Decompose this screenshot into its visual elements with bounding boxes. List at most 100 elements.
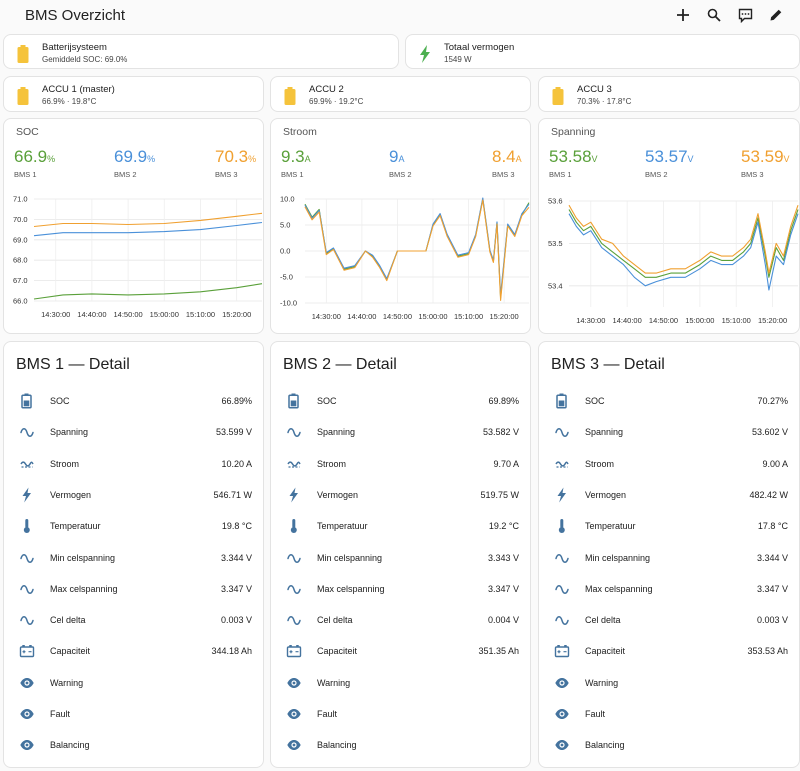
x-tick-label: 14:50:00 xyxy=(649,316,678,325)
graph-card-spanning[interactable]: Spanning 53.58V 53.57V 53.59V BMS 1 BMS … xyxy=(538,118,800,334)
battery-outline-icon xyxy=(21,393,32,409)
tile-name: ACCU 3 xyxy=(577,84,612,95)
detail-row-label: SOC xyxy=(50,396,70,406)
detail-row-fault[interactable]: Fault xyxy=(4,700,263,731)
detail-row-capaciteit[interactable]: Capaciteit 351.35 Ah xyxy=(271,637,530,668)
x-tick-label: 15:10:00 xyxy=(186,310,215,319)
y-tick-label: 53.5 xyxy=(548,239,563,248)
tile-totaal-vermogen[interactable]: Totaal vermogen 1549 W xyxy=(405,34,800,69)
sine-wave-icon xyxy=(555,553,569,563)
detail-row-warning[interactable]: Warning xyxy=(539,669,799,700)
graph-card-soc[interactable]: SOC 66.9% 69.9% 70.3% BMS 1 BMS 2 BMS 3 … xyxy=(3,118,264,334)
tile-accu-3[interactable]: ACCU 3 70.3% · 17.8°C xyxy=(538,76,800,112)
detail-row-label: Temperatuur xyxy=(50,521,101,532)
detail-row-value: 344.18 Ah xyxy=(211,646,252,657)
y-tick-label: 67.0 xyxy=(13,276,28,285)
detail-row-capaciteit[interactable]: Capaciteit 353.53 Ah xyxy=(539,637,799,668)
detail-row-label: Cel delta xyxy=(585,615,621,626)
detail-row-value: 3.344 V xyxy=(220,552,252,563)
series-line-bms-2 xyxy=(568,213,799,291)
detail-row-max-celspanning[interactable]: Max celspanning 3.347 V xyxy=(4,575,263,606)
y-tick-label: 69.0 xyxy=(13,235,28,244)
add-button[interactable] xyxy=(672,4,694,26)
detail-row-capaciteit[interactable]: Capaciteit 344.18 Ah xyxy=(4,637,263,668)
tile-accu-2[interactable]: ACCU 2 69.9% · 19.2°C xyxy=(270,76,531,112)
battery-icon xyxy=(17,45,29,63)
detail-row-stroom[interactable]: Stroom 10.20 A xyxy=(4,450,263,481)
assist-button[interactable] xyxy=(734,4,756,26)
detail-row-cel-delta[interactable]: Cel delta 0.003 V xyxy=(539,606,799,637)
detail-row-label: Max celspanning xyxy=(317,583,385,594)
tile-accu-1[interactable]: ACCU 1 (master) 66.9% · 19.8°C xyxy=(3,76,264,112)
graph-value-bms2: 9A xyxy=(389,147,405,166)
detail-row-soc[interactable]: SOC 69.89% xyxy=(271,387,530,418)
detail-row-warning[interactable]: Warning xyxy=(271,669,530,700)
detail-row-spanning[interactable]: Spanning 53.602 V xyxy=(539,418,799,449)
pencil-icon xyxy=(770,9,782,21)
detail-row-vermogen[interactable]: Vermogen 546.71 W xyxy=(4,481,263,512)
graph-value-bms3: 70.3% xyxy=(215,147,257,166)
detail-row-fault[interactable]: Fault xyxy=(539,700,799,731)
y-tick-label: 0.0 xyxy=(280,247,290,256)
x-tick-label: 15:00:00 xyxy=(150,310,179,319)
detail-row-vermogen[interactable]: Vermogen 482.42 W xyxy=(539,481,799,512)
detail-card-bms1: BMS 1 — Detail SOC 66.89% Spanning 53.599 V… xyxy=(3,341,264,768)
sine-wave-icon xyxy=(20,553,34,563)
detail-row-temperatuur[interactable]: Temperatuur 19.8 °C xyxy=(4,512,263,543)
detail-row-balancing[interactable]: Balancing xyxy=(4,731,263,762)
detail-row-balancing[interactable]: Balancing xyxy=(539,731,799,762)
graph-card-stroom[interactable]: Stroom 9.3A 9A 8.4A BMS 1 BMS 2 BMS 3 -1… xyxy=(270,118,531,334)
detail-row-fault[interactable]: Fault xyxy=(271,700,530,731)
detail-row-temperatuur[interactable]: Temperatuur 17.8 °C xyxy=(539,512,799,543)
eye-icon xyxy=(287,709,301,719)
eye-icon xyxy=(287,677,301,688)
detail-row-value: 9.70 A xyxy=(493,458,519,469)
detail-row-spanning[interactable]: Spanning 53.599 V xyxy=(4,418,263,449)
detail-row-min-celspanning[interactable]: Min celspanning 3.344 V xyxy=(539,544,799,575)
graph-label-bms2: BMS 2 xyxy=(389,170,412,179)
detail-row-spanning[interactable]: Spanning 53.582 V xyxy=(271,418,530,449)
edit-button[interactable] xyxy=(765,4,787,26)
detail-row-label: Vermogen xyxy=(50,489,92,500)
series-line-bms-3 xyxy=(304,199,530,301)
detail-row-value: 9.00 A xyxy=(762,458,788,469)
graph-value-bms2: 69.9% xyxy=(114,147,156,166)
graph-value-bms1: 66.9% xyxy=(14,147,56,166)
x-tick-label: 14:40:00 xyxy=(77,310,106,319)
battery-outline-icon xyxy=(288,393,299,409)
soc-chart: 66.0 67.0 68.0 69.0 70.0 71.0 14:30:00 14:40:00… xyxy=(13,195,263,319)
detail-row-balancing[interactable]: Balancing xyxy=(271,731,530,762)
graph-label-bms3: BMS 3 xyxy=(492,170,515,179)
detail-row-max-celspanning[interactable]: Max celspanning 3.347 V xyxy=(271,575,530,606)
flash-icon xyxy=(420,45,430,63)
detail-row-max-celspanning[interactable]: Max celspanning 3.347 V xyxy=(539,575,799,606)
y-tick-label: -10.0 xyxy=(280,299,297,308)
detail-row-stroom[interactable]: Stroom 9.00 A xyxy=(539,450,799,481)
detail-row-min-celspanning[interactable]: Min celspanning 3.344 V xyxy=(4,544,263,575)
detail-row-soc[interactable]: SOC 66.89% xyxy=(4,387,263,418)
detail-row-cel-delta[interactable]: Cel delta 0.004 V xyxy=(271,606,530,637)
detail-row-value: 0.003 V xyxy=(756,615,788,626)
current-icon xyxy=(20,460,34,468)
detail-row-warning[interactable]: Warning xyxy=(4,669,263,700)
x-tick-label: 14:40:00 xyxy=(347,312,376,321)
search-button[interactable] xyxy=(703,4,725,26)
detail-row-stroom[interactable]: Stroom 9.70 A xyxy=(271,450,530,481)
series-line-bms-1 xyxy=(33,283,263,300)
detail-row-soc[interactable]: SOC 70.27% xyxy=(539,387,799,418)
detail-row-value: 0.003 V xyxy=(220,615,252,626)
detail-row-temperatuur[interactable]: Temperatuur 19.2 °C xyxy=(271,512,530,543)
detail-row-min-celspanning[interactable]: Min celspanning 3.343 V xyxy=(271,544,530,575)
detail-row-vermogen[interactable]: Vermogen 519.75 W xyxy=(271,481,530,512)
detail-row-value: 353.53 Ah xyxy=(747,646,788,657)
thermometer-icon xyxy=(23,519,30,534)
x-tick-label: 14:30:00 xyxy=(576,316,605,325)
tile-batterijsysteem[interactable]: Batterijsysteem Gemiddeld SOC: 69.0% xyxy=(3,34,399,69)
detail-row-value: 519.75 W xyxy=(480,489,519,500)
graph-title: SOC xyxy=(16,126,39,138)
graph-label-bms1: BMS 1 xyxy=(14,170,37,179)
detail-row-label: Fault xyxy=(317,709,338,719)
detail-row-cel-delta[interactable]: Cel delta 0.003 V xyxy=(4,606,263,637)
sine-wave-icon xyxy=(287,616,301,626)
detail-row-value: 351.35 Ah xyxy=(478,646,519,657)
